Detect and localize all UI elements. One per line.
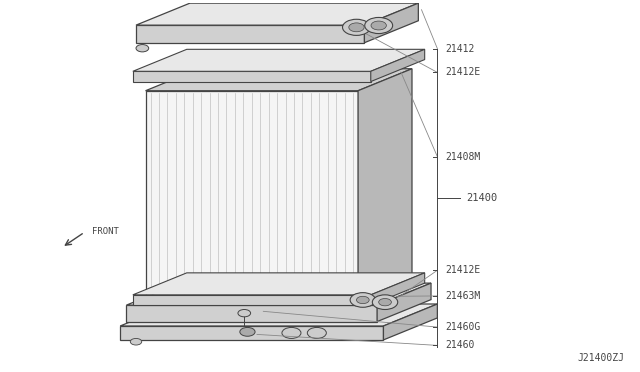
Text: 21408M: 21408M bbox=[445, 152, 480, 162]
Circle shape bbox=[365, 17, 393, 33]
Circle shape bbox=[379, 298, 392, 306]
Polygon shape bbox=[133, 273, 425, 295]
Text: 21412E: 21412E bbox=[445, 67, 480, 77]
Polygon shape bbox=[120, 326, 383, 340]
Polygon shape bbox=[377, 283, 431, 321]
Polygon shape bbox=[145, 91, 358, 298]
Circle shape bbox=[372, 295, 397, 310]
Polygon shape bbox=[127, 305, 377, 321]
Text: 21400: 21400 bbox=[466, 193, 497, 203]
Polygon shape bbox=[120, 304, 437, 326]
Circle shape bbox=[349, 23, 364, 32]
Text: FRONT: FRONT bbox=[92, 227, 118, 236]
Circle shape bbox=[240, 327, 255, 336]
Polygon shape bbox=[364, 3, 419, 43]
Circle shape bbox=[238, 310, 251, 317]
Polygon shape bbox=[133, 49, 425, 71]
Polygon shape bbox=[358, 69, 412, 298]
Text: 21460: 21460 bbox=[445, 340, 474, 350]
Text: 21460G: 21460G bbox=[445, 322, 480, 332]
Circle shape bbox=[371, 21, 387, 30]
Text: 21412E: 21412E bbox=[445, 265, 480, 275]
Circle shape bbox=[131, 339, 141, 345]
Polygon shape bbox=[145, 69, 412, 91]
Text: J21400ZJ: J21400ZJ bbox=[577, 353, 625, 363]
Polygon shape bbox=[371, 273, 425, 305]
Polygon shape bbox=[136, 25, 364, 43]
Polygon shape bbox=[383, 304, 437, 340]
Polygon shape bbox=[136, 3, 419, 25]
Polygon shape bbox=[371, 49, 425, 81]
Polygon shape bbox=[127, 283, 431, 305]
Circle shape bbox=[356, 296, 369, 304]
Text: 21412: 21412 bbox=[445, 44, 474, 54]
Circle shape bbox=[282, 327, 301, 339]
Circle shape bbox=[342, 19, 371, 35]
Circle shape bbox=[350, 293, 376, 307]
Circle shape bbox=[307, 327, 326, 339]
Polygon shape bbox=[133, 71, 371, 81]
Circle shape bbox=[136, 45, 148, 52]
Text: 21463M: 21463M bbox=[445, 291, 480, 301]
Polygon shape bbox=[133, 295, 371, 305]
